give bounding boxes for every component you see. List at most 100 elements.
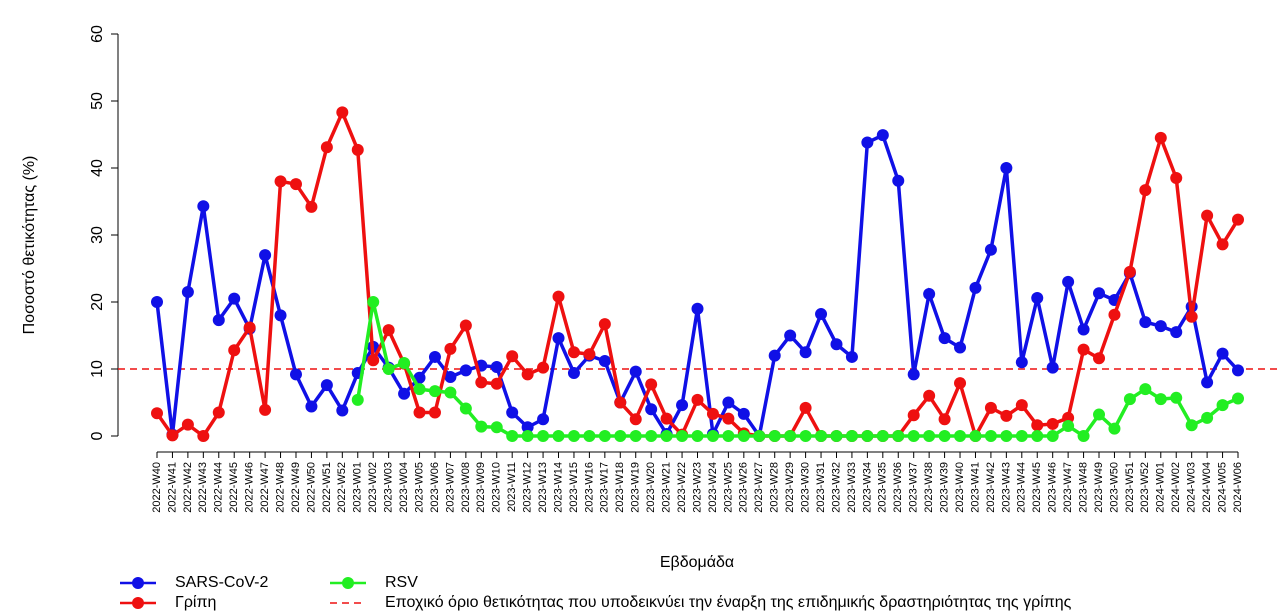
x-tick-label: 2024-W02 [1170, 462, 1182, 513]
x-tick-label: 2022-W50 [305, 462, 317, 513]
data-point [1031, 419, 1044, 432]
data-point [737, 430, 750, 442]
data-point [181, 418, 194, 431]
data-point [1216, 399, 1229, 412]
data-point [181, 285, 194, 298]
legend-marker [132, 577, 144, 589]
data-point [969, 281, 982, 294]
data-point [1031, 291, 1044, 304]
x-tick-label: 2023-W11 [506, 462, 518, 512]
data-point [166, 429, 179, 442]
x-tick-label: 2023-W36 [892, 462, 904, 513]
data-point [598, 318, 611, 331]
y-axis-label: Ποσοστό θετικότητας (%) [21, 156, 38, 335]
data-point [289, 178, 302, 191]
data-point [444, 342, 457, 355]
y-tick-label: 30 [89, 226, 106, 244]
data-point [1232, 364, 1244, 377]
x-tick-label: 2023-W45 [1031, 462, 1043, 513]
y-tick-label: 20 [89, 293, 106, 311]
data-point [351, 143, 364, 156]
data-point [984, 401, 997, 414]
data-point [1123, 393, 1136, 406]
x-tick-label: 2023-W32 [830, 462, 842, 513]
data-point [305, 200, 318, 213]
y-tick-label: 10 [89, 360, 106, 378]
data-point [305, 400, 318, 413]
data-point [784, 329, 797, 342]
data-point [1108, 422, 1121, 435]
x-tick-label: 2023-W19 [630, 462, 642, 513]
data-point [1077, 430, 1090, 442]
data-point [938, 413, 951, 426]
data-point [1185, 419, 1198, 432]
y-tick-label: 50 [89, 92, 106, 110]
x-tick-label: 2022-W48 [274, 462, 286, 513]
series-line [356, 301, 1239, 439]
data-point [320, 141, 333, 154]
data-point [722, 412, 735, 425]
x-axis-label: Εβδομάδα [660, 554, 734, 571]
data-point [984, 430, 997, 442]
data-point [1108, 308, 1121, 321]
data-point [583, 348, 596, 361]
data-point [861, 136, 874, 149]
data-point [506, 406, 519, 419]
x-tick-label: 2023-W20 [645, 462, 657, 513]
data-point [567, 430, 580, 442]
data-point [892, 174, 905, 187]
data-point [1232, 392, 1244, 405]
data-point [459, 364, 472, 377]
data-point [228, 292, 241, 305]
data-point [753, 430, 766, 442]
data-point [1093, 287, 1106, 300]
data-point [1093, 408, 1106, 421]
x-tick-label: 2023-W25 [722, 462, 734, 513]
data-point [1232, 213, 1244, 226]
data-point [552, 430, 565, 442]
data-point [1201, 376, 1214, 389]
data-point [1031, 430, 1044, 442]
legend-label: Γρίπη [175, 594, 216, 611]
data-point [923, 389, 936, 402]
data-point [691, 393, 704, 406]
x-tick-label: 2023-W47 [1062, 462, 1074, 513]
data-point [1046, 417, 1059, 430]
x-tick-label: 2023-W35 [877, 462, 889, 513]
x-tick-label: 2023-W17 [599, 462, 611, 513]
data-point [1046, 430, 1059, 442]
data-point [815, 308, 828, 321]
data-point [1154, 393, 1167, 406]
legend-marker [132, 597, 144, 609]
data-point [274, 175, 287, 188]
data-point [676, 430, 689, 442]
data-point [320, 379, 333, 392]
data-point [1139, 184, 1152, 197]
data-point [629, 430, 642, 442]
x-tick-label: 2023-W50 [1108, 462, 1120, 513]
data-point [938, 332, 951, 345]
data-point [938, 430, 951, 442]
x-tick-label: 2023-W43 [1000, 462, 1012, 513]
data-point [506, 430, 519, 442]
data-point [923, 287, 936, 300]
data-point [1185, 310, 1198, 323]
data-point [768, 349, 781, 362]
data-point [691, 430, 704, 442]
data-point [413, 406, 426, 419]
data-point [1015, 430, 1028, 442]
y-tick-label: 40 [89, 159, 106, 177]
data-point [289, 368, 302, 381]
x-tick-label: 2023-W18 [614, 462, 626, 513]
data-point [398, 387, 411, 400]
data-point [876, 129, 889, 142]
data-point [954, 341, 967, 354]
x-tick-label: 2023-W26 [738, 462, 750, 513]
data-point [490, 421, 503, 434]
data-point [722, 430, 735, 442]
x-tick-label: 2023-W40 [954, 462, 966, 513]
data-point [984, 243, 997, 256]
x-tick-label: 2022-W43 [197, 462, 209, 513]
x-tick-label: 2023-W13 [537, 462, 549, 513]
